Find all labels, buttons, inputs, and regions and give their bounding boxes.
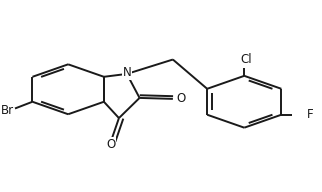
Text: Cl: Cl — [240, 53, 252, 66]
Text: O: O — [106, 137, 116, 151]
Text: F: F — [307, 108, 314, 121]
Text: N: N — [122, 66, 131, 79]
Text: O: O — [176, 92, 185, 105]
Text: Br: Br — [1, 104, 14, 117]
